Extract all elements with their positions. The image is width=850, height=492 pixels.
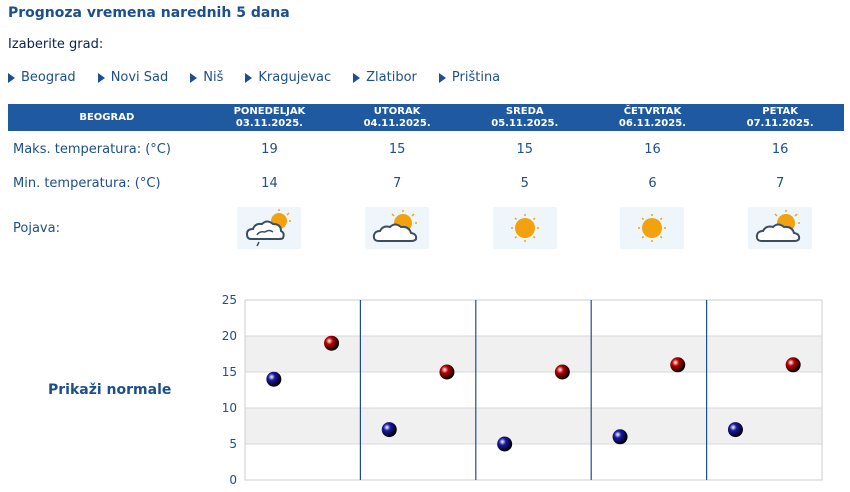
min-temp-row: Min. temperatura: (°C) 14 7 5 6 7: [8, 167, 844, 199]
max-temp-point: [670, 357, 686, 373]
sunny-icon: [620, 207, 685, 249]
city-link-label: Beograd: [21, 70, 76, 85]
max-temp-value: 16: [771, 141, 789, 157]
min-temp-value: 7: [776, 175, 785, 191]
arrow-right-icon: [245, 72, 253, 83]
city-link-nis[interactable]: Niš: [190, 70, 223, 85]
day-name: SREDA: [505, 105, 544, 117]
min-temp-point: [497, 436, 513, 452]
chart-band: [245, 408, 822, 444]
min-temp-value: 6: [648, 175, 657, 191]
partly-cloudy-icon: [748, 207, 813, 249]
day-name: PONEDELJAK: [233, 105, 306, 117]
y-tick-label: 25: [222, 293, 237, 307]
max-temp-value: 15: [516, 141, 534, 157]
max-temp-point: [324, 335, 340, 351]
city-link-zlatibor[interactable]: Zlatibor: [353, 70, 417, 85]
max-temp-value: 19: [261, 141, 278, 157]
arrow-right-icon: [8, 72, 15, 83]
y-tick-label: 20: [222, 329, 237, 343]
page-title: Prognoza vremena narednih 5 dana: [8, 5, 290, 21]
day-name: ČETVRTAK: [623, 105, 682, 117]
day-date: 03.11.2025.: [235, 117, 303, 129]
city-link-label: Novi Sad: [110, 70, 169, 85]
day-date: 06.11.2025.: [618, 117, 686, 129]
max-temp-point: [554, 364, 570, 380]
weather-icon-row: Pojava:: [8, 199, 844, 257]
day-header: SREDA 05.11.2025.: [461, 104, 589, 131]
y-tick-label: 0: [229, 473, 237, 487]
y-tick-label: 15: [222, 365, 237, 379]
day-date: 07.11.2025.: [746, 117, 814, 129]
day-name: UTORAK: [373, 105, 421, 117]
y-tick-label: 10: [222, 401, 237, 415]
select-city-label: Izaberite grad:: [8, 37, 104, 52]
chart-frame: [244, 299, 823, 481]
arrow-right-icon: [97, 72, 105, 83]
chart-band: [245, 336, 822, 372]
min-temp-point: [727, 422, 743, 438]
day-header: PONEDELJAK 03.11.2025.: [206, 104, 334, 131]
min-temp-label: Min. temperatura: (°C): [13, 175, 161, 191]
arrow-right-icon: [353, 72, 361, 83]
y-tick-label: 5: [229, 437, 237, 451]
max-temp-label: Maks. temperatura: (°C): [13, 141, 171, 157]
show-normals-link[interactable]: Prikaži normale: [48, 382, 172, 398]
day-date: 05.11.2025.: [491, 117, 559, 129]
max-temp-row: Maks. temperatura: (°C) 19 15 15 16 16: [8, 131, 844, 167]
min-temp-value: 5: [520, 175, 529, 191]
min-temp-point: [381, 422, 397, 438]
weather-label: Pojava:: [13, 220, 60, 236]
day-header: UTORAK 04.11.2025.: [333, 104, 461, 131]
day-header: ČETVRTAK 06.11.2025.: [589, 104, 717, 131]
min-temp-value: 14: [261, 175, 278, 191]
arrow-right-icon: [438, 72, 446, 83]
city-link-label: Priština: [451, 70, 501, 85]
max-temp-point: [785, 357, 801, 373]
arrow-right-icon: [190, 72, 198, 83]
city-link-pristina[interactable]: Priština: [438, 70, 501, 85]
min-temp-point: [612, 429, 628, 445]
max-temp-value: 16: [644, 141, 661, 157]
day-name: PETAK: [762, 105, 798, 117]
partly-cloudy-icon: [365, 207, 430, 249]
forecast-city-name: BEOGRAD: [79, 111, 135, 123]
cloudy-sun-rain-icon: [237, 207, 302, 249]
temperature-chart: 0 5 10 15 20 25: [222, 293, 823, 487]
sunny-icon: [492, 207, 557, 249]
min-temp-point: [266, 371, 282, 387]
min-temp-value: 7: [392, 175, 402, 191]
city-link-label: Kragujevac: [258, 70, 332, 85]
max-temp-point: [439, 364, 455, 380]
city-link-novi-sad[interactable]: Novi Sad: [97, 70, 169, 85]
day-header: PETAK 07.11.2025.: [716, 104, 844, 131]
day-date: 04.11.2025.: [363, 117, 431, 129]
city-links: Beograd Novi Sad Niš Kragujevac Zlatibor…: [8, 70, 522, 85]
city-link-label: Zlatibor: [366, 70, 417, 85]
forecast-table: BEOGRAD PONEDELJAK 03.11.2025. UTORAK 04.1…: [8, 104, 844, 257]
max-temp-value: 15: [388, 141, 406, 157]
city-link-label: Niš: [203, 70, 224, 85]
forecast-header-row: BEOGRAD PONEDELJAK 03.11.2025. UTORAK 04.1…: [8, 104, 844, 131]
city-link-kragujevac[interactable]: Kragujevac: [245, 70, 331, 85]
city-link-beograd[interactable]: Beograd: [8, 70, 76, 85]
